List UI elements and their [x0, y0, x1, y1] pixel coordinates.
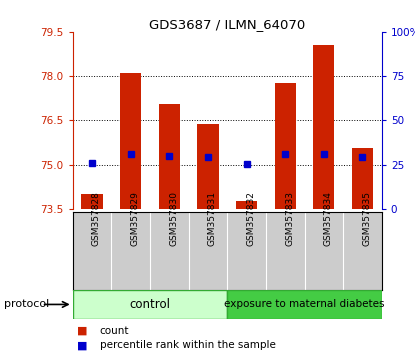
Bar: [120, 73, 141, 209]
Text: GSM357834: GSM357834: [324, 191, 333, 246]
Text: GSM357835: GSM357835: [362, 191, 371, 246]
Text: GSM357832: GSM357832: [247, 191, 256, 246]
Bar: [313, 45, 334, 209]
Bar: [352, 148, 373, 209]
Text: protocol: protocol: [4, 299, 49, 309]
Title: GDS3687 / ILMN_64070: GDS3687 / ILMN_64070: [149, 18, 305, 31]
Text: GSM357828: GSM357828: [92, 191, 101, 246]
Text: ■: ■: [77, 326, 87, 336]
Text: GSM357833: GSM357833: [285, 191, 294, 246]
Text: exposure to maternal diabetes: exposure to maternal diabetes: [224, 299, 385, 309]
Bar: [197, 124, 219, 209]
Bar: [73, 290, 227, 319]
Text: GSM357831: GSM357831: [208, 191, 217, 246]
Text: GSM357829: GSM357829: [131, 191, 139, 246]
Bar: [227, 290, 382, 319]
Text: count: count: [100, 326, 129, 336]
Bar: [81, 194, 103, 209]
Bar: [159, 104, 180, 209]
Bar: [236, 201, 257, 209]
Text: ■: ■: [77, 340, 87, 350]
Text: control: control: [129, 298, 171, 311]
Text: percentile rank within the sample: percentile rank within the sample: [100, 340, 276, 350]
Text: GSM357830: GSM357830: [169, 191, 178, 246]
Bar: [275, 82, 296, 209]
